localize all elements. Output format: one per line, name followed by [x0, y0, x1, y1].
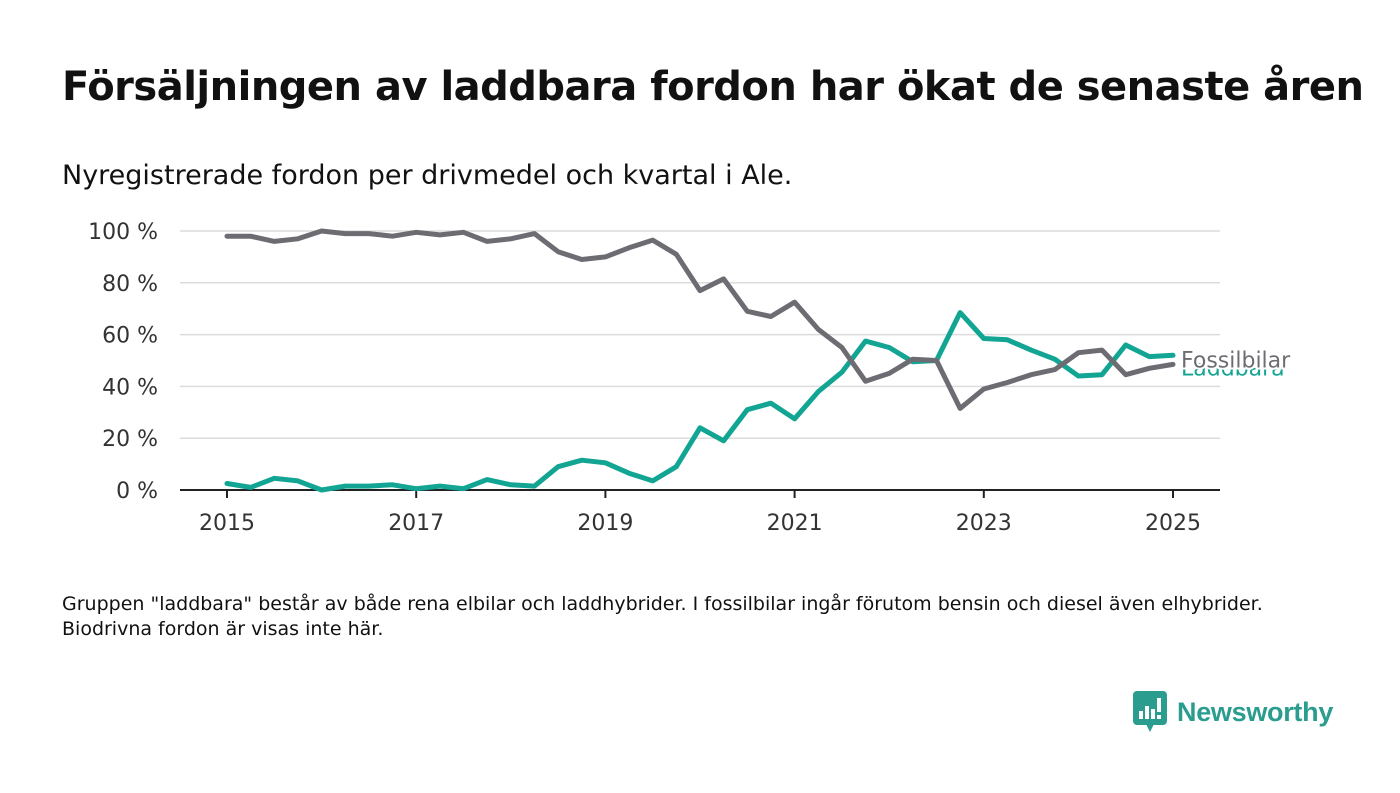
newsworthy-logo-icon: [1133, 691, 1167, 732]
line-chart: 0 % 20 % 40 % 60 % 80 % 100 % 2015 2017 2019 202…: [88, 220, 1293, 536]
series-line: [224, 228, 1176, 411]
x-tick-label: 2025: [1145, 511, 1201, 536]
y-tick-label: 40 %: [102, 375, 158, 400]
y-tick-label: 0 %: [116, 479, 158, 504]
chart-title: Försäljningen av laddbara fordon har öka…: [62, 64, 1364, 110]
x-tick-label: 2019: [577, 511, 633, 536]
y-tick-label: 100 %: [88, 220, 158, 245]
series-lines: [224, 228, 1176, 493]
x-tick-label: 2015: [199, 511, 255, 536]
series-line: [224, 310, 1176, 493]
series-end-label: Laddbara: [1181, 356, 1285, 381]
x-axis: [180, 489, 1220, 498]
chart-subtitle: Nyregistrerade fordon per drivmedel och …: [62, 160, 793, 191]
x-tick-label: 2017: [388, 511, 444, 536]
y-tick-label: 20 %: [102, 427, 158, 452]
y-tick-label: 60 %: [102, 324, 158, 349]
brand-logo: Newsworthy: [1133, 690, 1333, 734]
series-end-label: Fossilbilar: [1181, 348, 1291, 373]
x-axis-tick-labels: 2015 2017 2019 2021 2023 2025: [199, 511, 1201, 536]
y-tick-label: 80 %: [102, 272, 158, 297]
x-tick-label: 2023: [956, 511, 1012, 536]
brand-name: Newsworthy: [1177, 696, 1334, 727]
grid-lines: [180, 230, 1220, 439]
y-axis-tick-labels: 0 % 20 % 40 % 60 % 80 % 100 %: [88, 220, 158, 504]
x-tick-label: 2021: [767, 511, 823, 536]
footnote: Gruppen "laddbara" består av både rena e…: [62, 593, 1263, 640]
